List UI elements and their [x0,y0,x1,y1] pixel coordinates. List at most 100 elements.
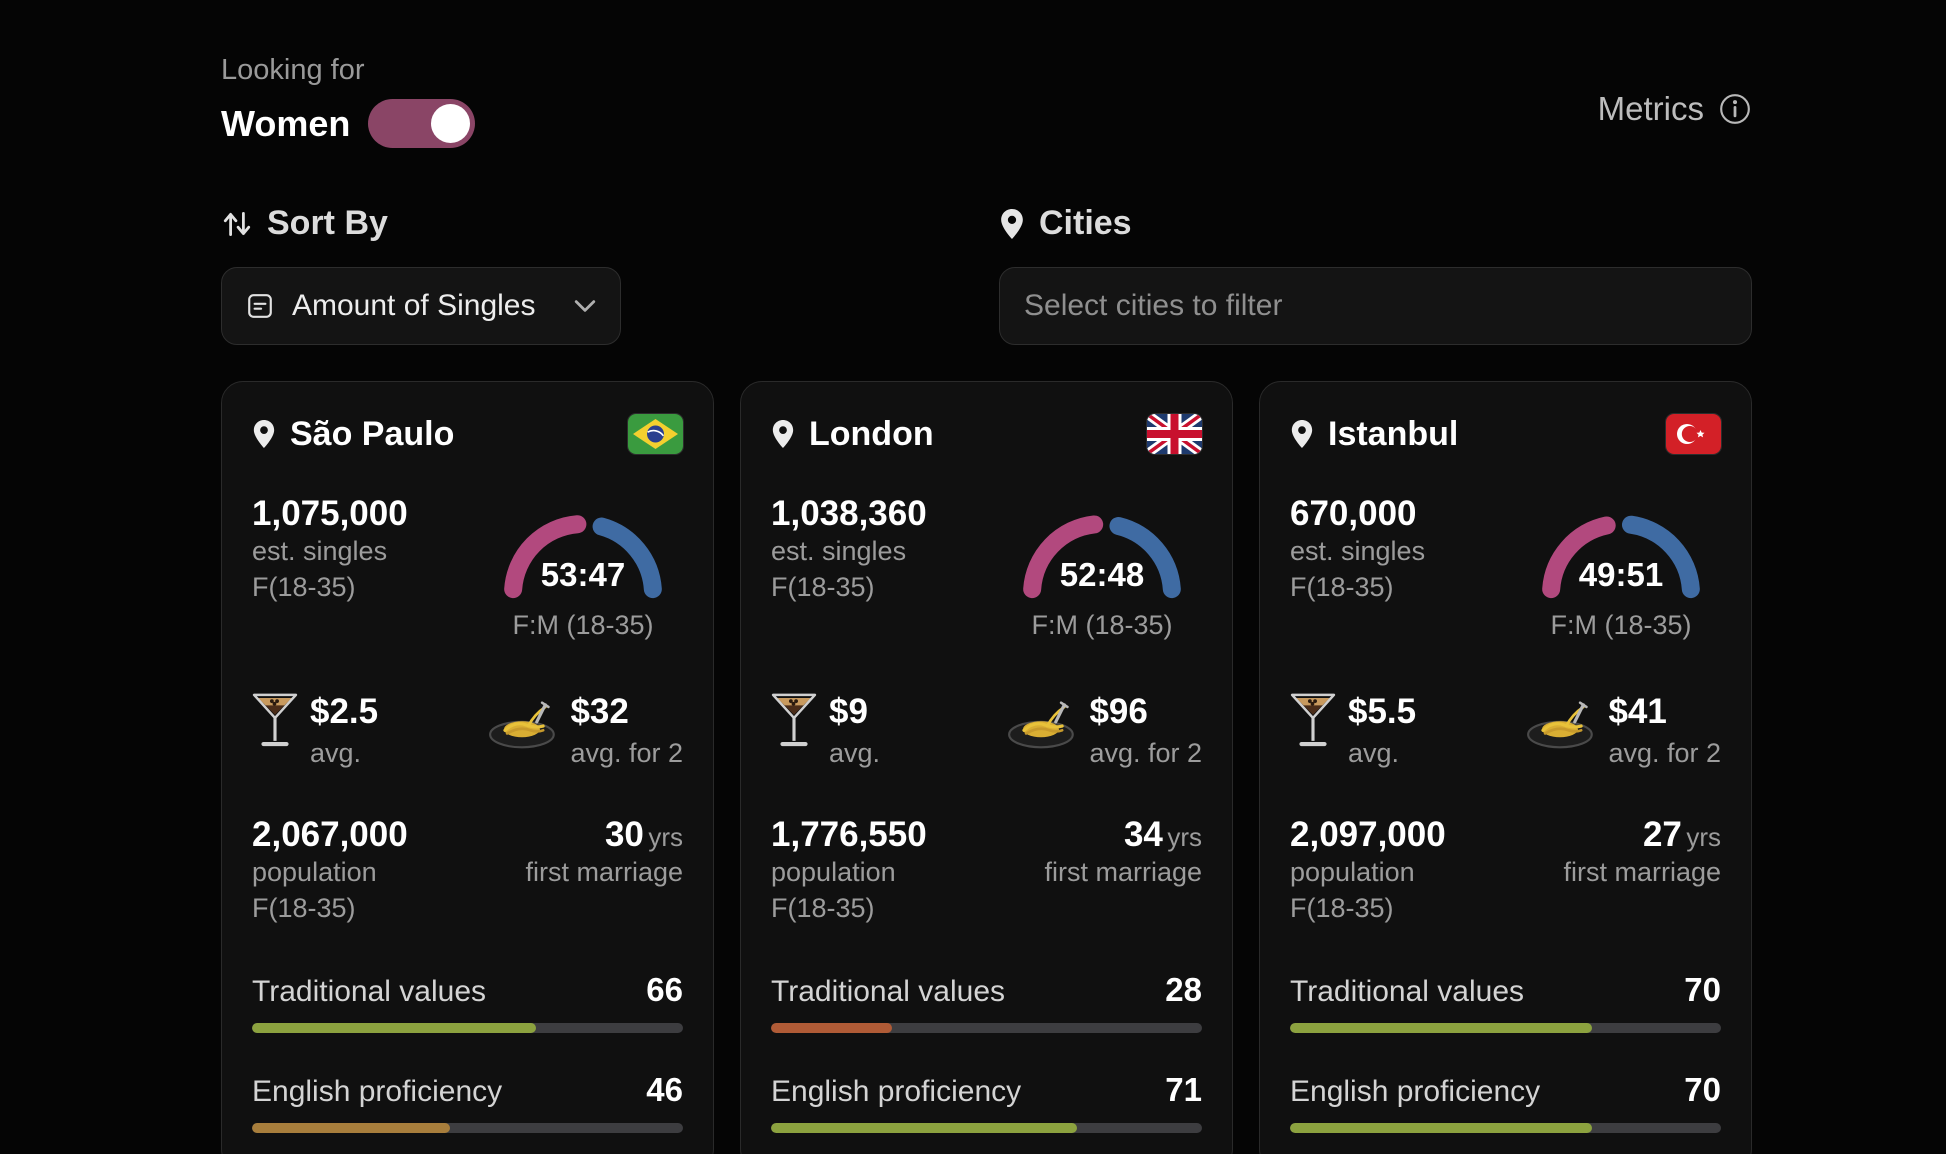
marriage-age-unit: yrs [1686,822,1721,853]
city-card-istanbul: Istanbul 670,000 est. singles F(18-35) 4… [1259,381,1752,1154]
marriage-age-unit: yrs [648,822,683,853]
drink-price-label: avg. [1348,737,1400,768]
fm-ratio-value: 49:51 [1578,556,1664,593]
population-cohort-label: F(18-35) [771,892,875,923]
turkey-flag-icon [1666,414,1721,454]
sort-criteria-icon [248,294,272,318]
cocktail-icon [252,692,298,748]
marriage-age: 34 [1123,815,1163,855]
pasta-icon [1007,700,1077,750]
traditional-values-bar [1290,1022,1721,1033]
city-name: London [809,414,934,453]
singles-label: est. singles [252,536,388,566]
looking-for-label: Looking for [221,54,365,86]
top-bar: Looking for Women Metrics [221,54,1752,148]
city-card-sao-paulo: São Paulo 1,075,000 est. singles F(18-35… [221,381,714,1154]
drink-price: $9 [829,691,868,731]
location-pin-icon [1290,419,1314,449]
english-proficiency-label: English proficiency [1290,1074,1541,1108]
sort-by-label: Sort By [267,204,388,242]
singles-count: 1,075,000 [252,494,408,533]
english-proficiency-score: 71 [1165,1070,1202,1108]
english-proficiency-score: 70 [1684,1070,1721,1108]
city-name: São Paulo [290,414,455,453]
marriage-age-unit: yrs [1167,822,1202,853]
looking-for-value: Women [221,102,351,144]
traditional-values-bar [252,1022,683,1033]
food-price: $41 [1608,691,1667,731]
food-price: $32 [570,691,629,731]
english-proficiency-bar [771,1122,1202,1133]
english-proficiency-label: English proficiency [771,1074,1022,1108]
singles-cohort-label: F(18-35) [1290,571,1394,602]
sort-by-dropdown[interactable]: Amount of Singles [221,267,621,345]
traditional-values-label: Traditional values [1290,974,1525,1008]
traditional-values-label: Traditional values [252,974,487,1008]
cities-filter-input[interactable] [1024,289,1727,323]
metrics-block: Metrics [1598,90,1752,128]
english-proficiency-score: 46 [646,1070,683,1108]
english-proficiency-label: English proficiency [252,1074,503,1108]
marriage-label: first marriage [1563,857,1721,888]
english-proficiency-bar [1290,1122,1721,1133]
population-cohort-label: F(18-35) [252,892,356,923]
pasta-icon [1526,700,1596,750]
singles-cohort-label: F(18-35) [252,571,356,602]
population-label: population [771,857,896,888]
population-count: 1,776,550 [771,815,927,855]
toggle-knob [431,104,471,143]
population-label: population [252,857,377,888]
drink-price: $2.5 [310,691,379,731]
filters-row: Sort By Amount of Singles [221,204,1752,345]
english-proficiency-meter: English proficiency 71 [771,1071,1202,1133]
food-price-label: avg. for 2 [570,737,683,768]
looking-for-block: Looking for Women [221,54,476,148]
traditional-values-meter: Traditional values 28 [771,971,1202,1033]
traditional-values-label: Traditional values [771,974,1006,1008]
pasta-icon [488,700,558,750]
food-price-label: avg. for 2 [1608,737,1721,768]
cities-label: Cities [1039,204,1132,242]
food-price: $96 [1089,691,1148,731]
drink-price-label: avg. [829,737,881,768]
traditional-values-score: 70 [1684,970,1721,1008]
singles-label: est. singles [771,536,907,566]
location-pin-icon [999,208,1025,240]
cities-filter [999,267,1752,345]
marriage-label: first marriage [1044,857,1202,888]
fm-ratio-gauge [504,515,662,599]
english-proficiency-meter: English proficiency 70 [1290,1071,1721,1133]
singles-label: est. singles [1290,536,1426,566]
drink-price: $5.5 [1348,691,1417,731]
fm-ratio-label: F:M (18-35) [512,610,654,640]
traditional-values-score: 28 [1165,970,1202,1008]
sort-arrows-icon [223,211,251,236]
chevron-down-icon [574,300,596,312]
city-cards: São Paulo 1,075,000 est. singles F(18-35… [221,381,1752,1154]
cocktail-icon [1290,692,1336,748]
english-proficiency-bar [252,1122,683,1133]
uk-flag-icon [1147,414,1202,454]
fm-ratio-value: 53:47 [540,556,626,593]
sort-by-header: Sort By [221,204,999,243]
population-count: 2,067,000 [252,815,408,855]
english-proficiency-meter: English proficiency 46 [252,1071,683,1133]
traditional-values-score: 66 [646,970,683,1008]
brazil-flag-icon [628,414,683,454]
fm-ratio-label: F:M (18-35) [1550,610,1692,640]
singles-count: 670,000 [1290,494,1417,533]
population-count: 2,097,000 [1290,815,1446,855]
marriage-age: 27 [1642,815,1682,855]
location-pin-icon [771,419,795,449]
location-pin-icon [252,419,276,449]
fm-ratio-label: F:M (18-35) [1031,610,1173,640]
cocktail-icon [771,692,817,748]
marriage-age: 30 [604,815,644,855]
population-cohort-label: F(18-35) [1290,892,1394,923]
info-icon[interactable] [1718,92,1752,126]
traditional-values-meter: Traditional values 70 [1290,971,1721,1033]
metrics-label: Metrics [1597,90,1704,127]
looking-for-toggle[interactable] [368,99,476,148]
fm-ratio-value: 52:48 [1059,556,1145,593]
food-price-label: avg. for 2 [1089,737,1202,768]
